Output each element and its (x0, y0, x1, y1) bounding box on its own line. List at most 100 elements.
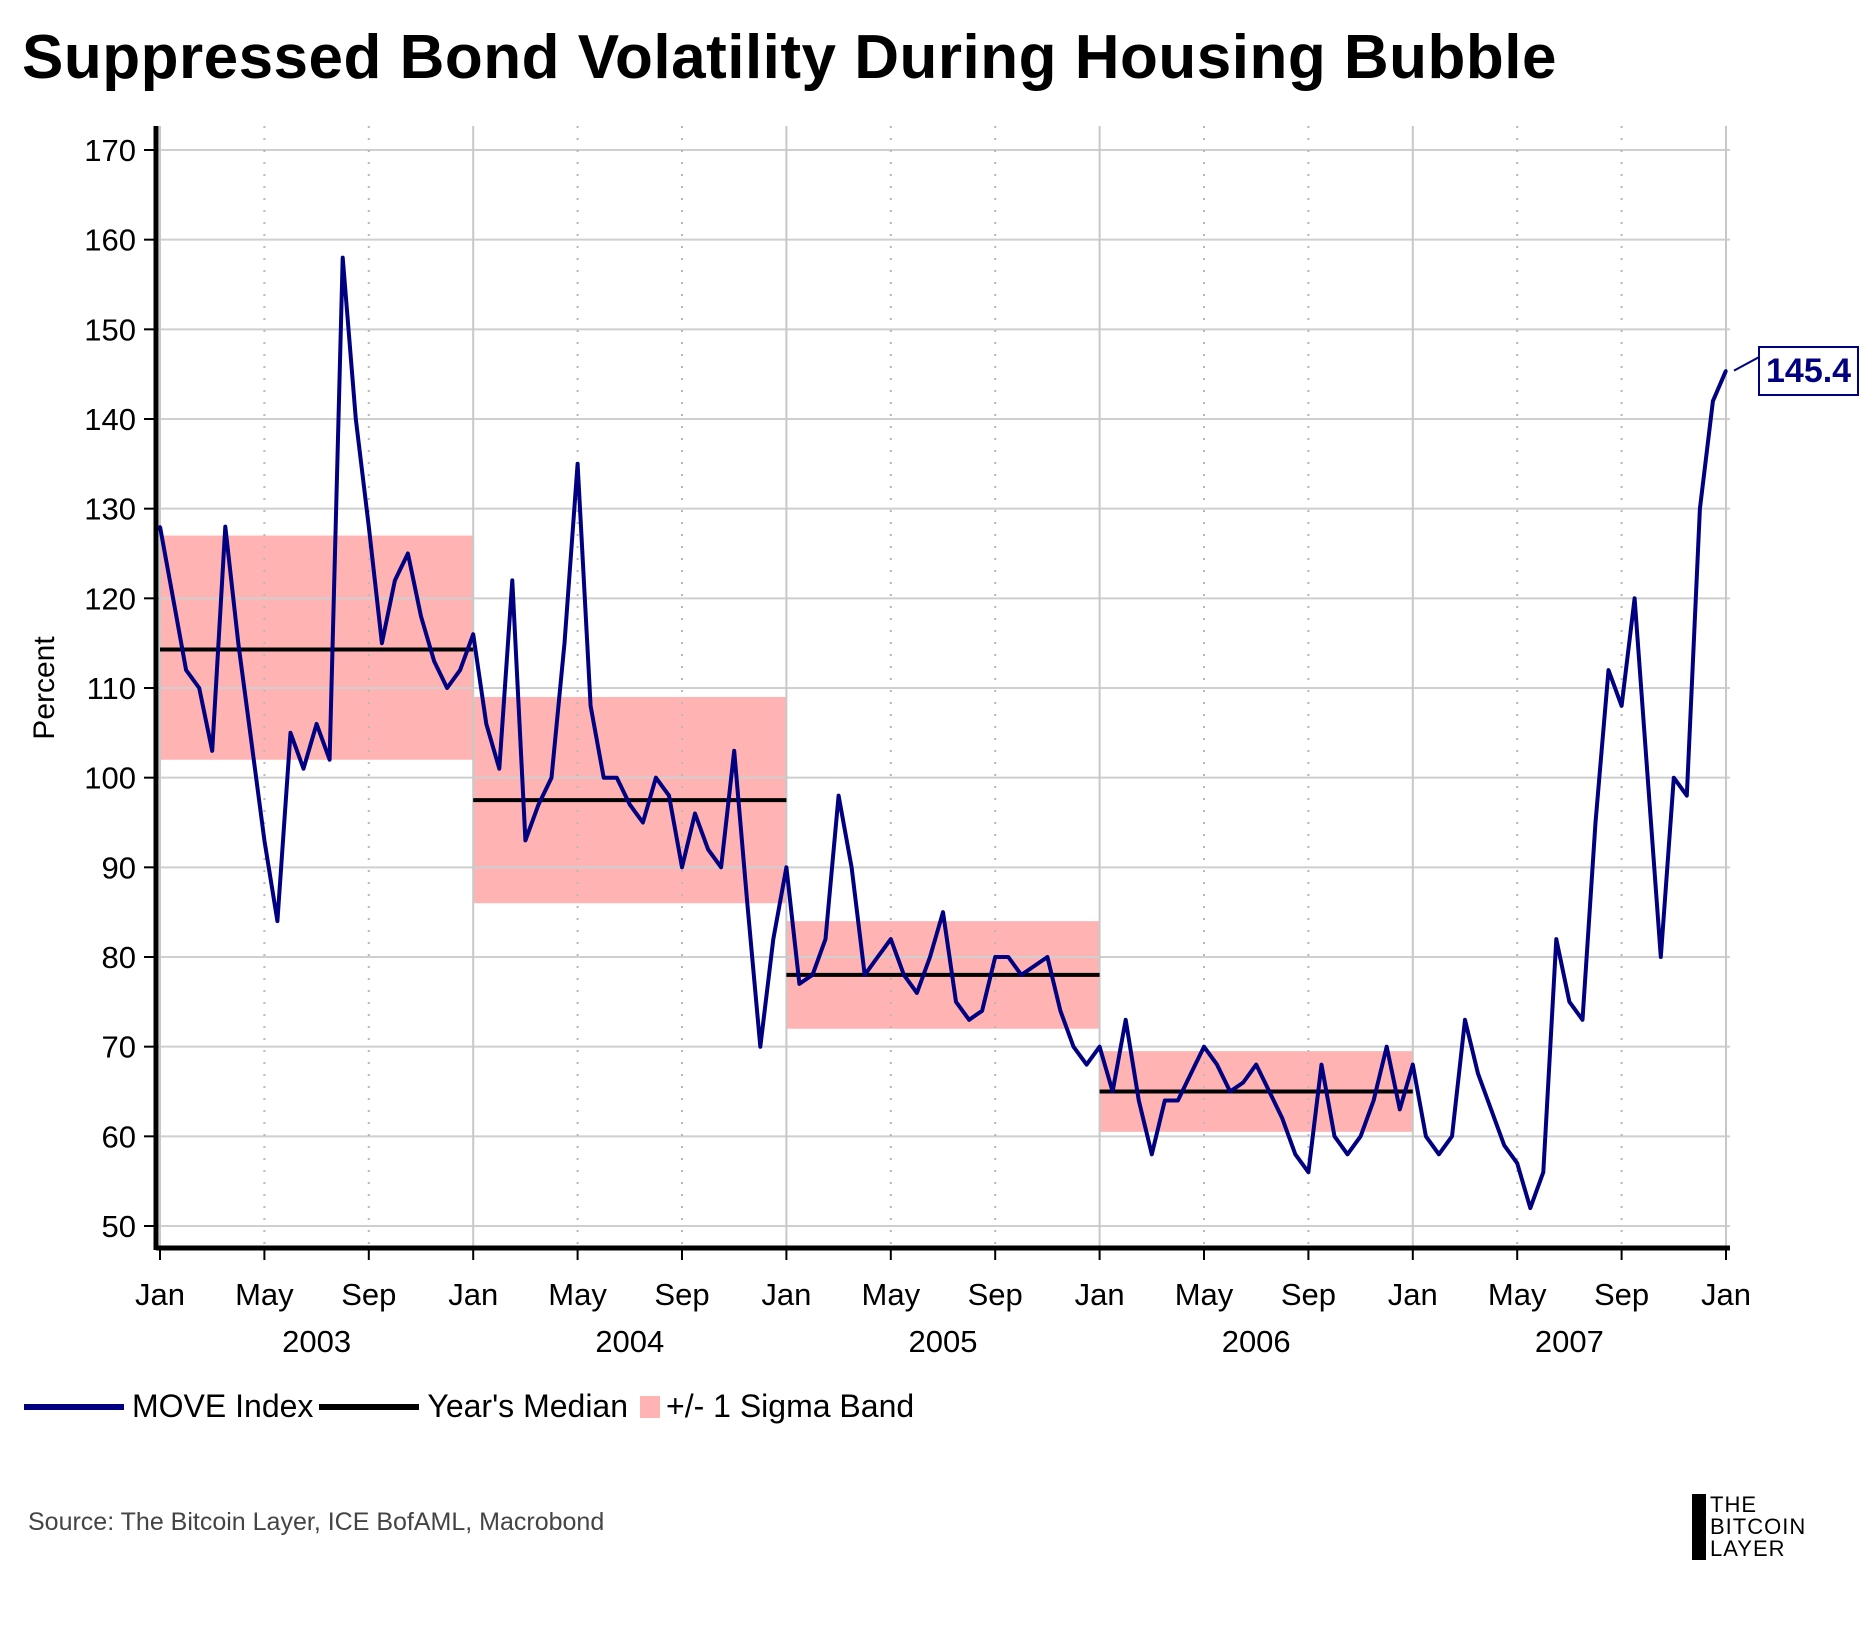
y-tick-label: 60 (102, 1119, 136, 1154)
data-point (210, 749, 214, 753)
data-point (1724, 369, 1728, 373)
data-point (249, 740, 253, 744)
y-tick-label: 80 (102, 940, 136, 975)
year-label-2003: 2003 (282, 1324, 351, 1359)
data-point (471, 632, 475, 636)
x-tick-label: May (1175, 1277, 1234, 1312)
y-tick-label: 150 (84, 312, 136, 347)
chart-title: Suppressed Bond Volatility During Housin… (22, 23, 1558, 92)
data-point (458, 668, 462, 672)
x-tick-label: Sep (341, 1277, 396, 1312)
data-point (1333, 1134, 1336, 1138)
data-point (1085, 1063, 1089, 1067)
data-point (876, 955, 880, 959)
data-point (1607, 668, 1611, 672)
data-point (1711, 399, 1715, 403)
data-point (1580, 1018, 1584, 1022)
year-label-2004: 2004 (595, 1324, 664, 1359)
data-point (380, 641, 384, 645)
data-point (993, 955, 997, 959)
data-point (758, 1045, 762, 1049)
data-point (1359, 1134, 1363, 1138)
data-point (1111, 1090, 1115, 1093)
legend-item-median: Year's Median (319, 1388, 628, 1425)
x-tick-label: May (1488, 1277, 1547, 1312)
data-point (484, 722, 488, 726)
data-point (1032, 964, 1036, 968)
data-point (745, 901, 749, 905)
data-point (497, 767, 501, 771)
data-point (1567, 1000, 1571, 1004)
x-tick-label: May (548, 1277, 607, 1312)
data-point (706, 847, 710, 851)
x-tick-label: May (862, 1277, 921, 1312)
data-point (432, 659, 436, 663)
year-label-2006: 2006 (1222, 1324, 1291, 1359)
data-point (837, 794, 841, 798)
data-point (589, 704, 593, 708)
x-tick-label: Sep (968, 1277, 1023, 1312)
data-point (171, 596, 175, 600)
data-point (641, 821, 645, 824)
data-point (510, 578, 514, 582)
legend-swatch-move (24, 1403, 124, 1410)
data-point (771, 937, 775, 941)
data-point (1045, 955, 1049, 959)
y-tick-label: 170 (84, 133, 136, 168)
data-point (1659, 955, 1663, 959)
data-point (980, 1009, 984, 1013)
y-tick-label: 130 (84, 492, 136, 527)
data-point (824, 937, 828, 941)
data-point (445, 686, 449, 690)
year-label-2007: 2007 (1535, 1324, 1604, 1359)
x-tick-label: Jan (135, 1277, 185, 1312)
data-point (1124, 1018, 1128, 1022)
data-point (1215, 1063, 1219, 1067)
data-point (328, 758, 332, 762)
data-point (784, 865, 788, 869)
legend-label-move: MOVE Index (132, 1388, 314, 1424)
data-point (1672, 776, 1676, 780)
data-point (1463, 1018, 1467, 1022)
legend-label-band: +/- 1 Sigma Band (666, 1388, 915, 1424)
data-point (654, 776, 658, 780)
data-point (1150, 1152, 1154, 1156)
data-point (667, 794, 671, 798)
data-point (602, 776, 606, 780)
data-point (289, 731, 292, 735)
data-point (1319, 1063, 1323, 1067)
data-point (341, 256, 345, 260)
data-point (850, 865, 854, 869)
x-tick-label: May (235, 1277, 294, 1312)
data-point (406, 552, 410, 555)
data-point (1058, 1009, 1062, 1013)
data-point (732, 749, 736, 753)
data-point (354, 417, 358, 421)
data-point (1254, 1063, 1258, 1067)
data-point (393, 578, 397, 582)
data-point (523, 838, 527, 842)
data-point (302, 767, 306, 771)
data-point (576, 462, 580, 466)
data-point (1698, 507, 1702, 511)
callout-pointer (1733, 354, 1761, 385)
y-tick-label: 110 (87, 671, 136, 706)
data-point (1646, 776, 1650, 780)
data-point (1450, 1134, 1454, 1138)
legend-swatch-median (319, 1403, 420, 1410)
logo-bar (1692, 1494, 1706, 1560)
legend: MOVE Index Year's Median +/- 1 Sigma Ban… (24, 1388, 920, 1425)
data-point (1398, 1107, 1402, 1111)
data-point (1098, 1045, 1102, 1049)
data-point (1515, 1161, 1519, 1165)
data-point (197, 686, 201, 690)
data-point (223, 525, 227, 529)
data-point (236, 641, 240, 645)
logo-line-1: THE (1710, 1492, 1757, 1517)
data-point (184, 668, 188, 672)
y-tick-label: 120 (84, 581, 136, 616)
year-label-2005: 2005 (909, 1324, 978, 1359)
data-point (1293, 1152, 1297, 1156)
data-point (1267, 1090, 1271, 1093)
